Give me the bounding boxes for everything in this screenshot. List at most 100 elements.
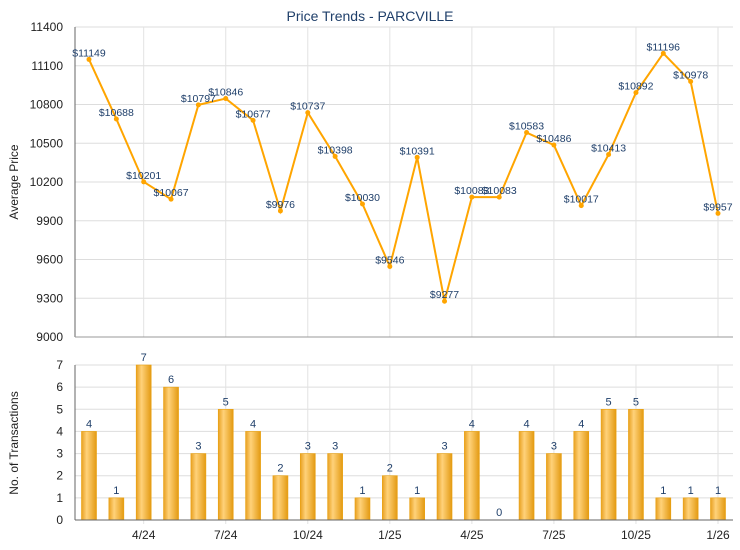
price-data-label: $10583 bbox=[509, 121, 544, 133]
transaction-bar bbox=[245, 431, 261, 521]
price-data-label: $10083 bbox=[454, 185, 489, 197]
transaction-bar bbox=[163, 386, 179, 521]
transaction-bar bbox=[600, 408, 617, 521]
chart-title: Price Trends - PARCVILLE bbox=[286, 8, 453, 24]
price-point bbox=[688, 79, 694, 85]
y-tick-label: 9600 bbox=[36, 253, 63, 267]
price-point bbox=[551, 142, 557, 148]
x-tick-label: 10/24 bbox=[293, 528, 323, 542]
price-data-label: $10398 bbox=[318, 144, 353, 156]
price-data-label: $10067 bbox=[154, 187, 189, 199]
price-point bbox=[469, 194, 475, 200]
price-data-label: $9976 bbox=[266, 199, 295, 211]
price-point bbox=[606, 151, 612, 157]
y-tick-label: 3 bbox=[56, 447, 63, 461]
bar-data-label: 3 bbox=[441, 441, 447, 453]
price-point bbox=[86, 56, 92, 62]
price-point bbox=[496, 194, 502, 200]
y-tick-label: 2 bbox=[56, 469, 63, 483]
y-tick-label: 9300 bbox=[36, 291, 63, 305]
price-point bbox=[633, 90, 639, 96]
price-point bbox=[524, 130, 530, 136]
transaction-bar bbox=[628, 408, 644, 521]
price-point bbox=[195, 102, 201, 108]
bar-data-label: 4 bbox=[524, 418, 530, 430]
bar-data-label: 5 bbox=[606, 396, 612, 408]
transaction-bar bbox=[682, 497, 699, 521]
price-data-label: $10486 bbox=[536, 133, 571, 145]
transaction-bar bbox=[299, 453, 316, 521]
price-data-label: $10978 bbox=[673, 70, 708, 82]
x-tick-label: 4/24 bbox=[132, 528, 156, 542]
bar-data-label: 1 bbox=[715, 485, 721, 497]
bar-data-label: 1 bbox=[359, 485, 365, 497]
price-line bbox=[88, 51, 719, 302]
y-axis-label-price: Average Price bbox=[7, 144, 21, 219]
y-tick-label: 5 bbox=[56, 402, 63, 416]
bar-data-label: 2 bbox=[277, 463, 283, 475]
y-tick-label: 0 bbox=[56, 513, 63, 527]
price-data-label: $11149 bbox=[72, 47, 106, 59]
bar-data-label: 3 bbox=[332, 441, 338, 453]
x-tick-label: 10/25 bbox=[621, 528, 651, 542]
price-data-label: $10017 bbox=[564, 194, 599, 206]
price-point bbox=[250, 117, 256, 123]
transaction-bar bbox=[436, 453, 453, 521]
y-tick-label: 9900 bbox=[36, 214, 63, 228]
price-data-label: $10391 bbox=[400, 145, 435, 157]
bar-data-label: 2 bbox=[387, 463, 393, 475]
bar-data-label: 1 bbox=[660, 485, 666, 497]
bar-data-label: 4 bbox=[578, 418, 584, 430]
y-tick-label: 4 bbox=[56, 424, 63, 438]
bar-data-label: 3 bbox=[305, 441, 311, 453]
bar-data-label: 7 bbox=[141, 352, 147, 364]
price-point bbox=[113, 116, 119, 122]
bar-data-label: 5 bbox=[223, 396, 229, 408]
price-data-label: $9546 bbox=[375, 254, 404, 266]
y-tick-label: 11400 bbox=[31, 20, 64, 34]
price-point bbox=[277, 208, 283, 214]
x-tick-label: 1/25 bbox=[378, 528, 402, 542]
bar-data-label: 3 bbox=[195, 441, 201, 453]
price-point bbox=[223, 96, 229, 102]
price-data-label: $10030 bbox=[345, 192, 380, 204]
transaction-bar bbox=[518, 431, 535, 521]
price-data-label: $10892 bbox=[618, 81, 653, 93]
price-point bbox=[442, 298, 448, 304]
price-data-label: $9277 bbox=[430, 289, 459, 301]
transaction-bar bbox=[354, 497, 371, 521]
price-data-label: $10677 bbox=[236, 108, 271, 120]
y-axis-label-transactions: No. of Transactions bbox=[7, 391, 21, 494]
bar-data-label: 1 bbox=[688, 485, 694, 497]
price-data-label: $10797 bbox=[181, 93, 216, 105]
transaction-bar bbox=[573, 431, 590, 521]
price-point bbox=[332, 153, 338, 159]
x-tick-label: 7/25 bbox=[542, 528, 566, 542]
transaction-bar bbox=[464, 431, 480, 521]
bar-data-label: 1 bbox=[113, 485, 119, 497]
transaction-bar bbox=[108, 497, 125, 521]
transaction-bar bbox=[655, 497, 672, 521]
y-tick-label: 10800 bbox=[30, 98, 64, 112]
transaction-bar bbox=[382, 475, 398, 521]
price-data-label: $10688 bbox=[99, 107, 134, 119]
price-data-label: $10083 bbox=[482, 185, 517, 197]
y-tick-label: 9000 bbox=[36, 330, 63, 344]
transaction-bar bbox=[135, 364, 152, 521]
transaction-bar bbox=[710, 497, 726, 521]
price-data-label: $10413 bbox=[591, 142, 626, 154]
transaction-bar bbox=[190, 453, 207, 521]
x-tick-label: 4/25 bbox=[460, 528, 484, 542]
transaction-bar bbox=[409, 497, 425, 521]
y-tick-label: 1 bbox=[56, 491, 63, 505]
bar-data-label: 0 bbox=[496, 507, 502, 519]
transaction-bar bbox=[272, 475, 289, 521]
y-tick-label: 10200 bbox=[30, 175, 64, 189]
bar-data-label: 4 bbox=[250, 418, 256, 430]
y-tick-label: 11100 bbox=[31, 59, 63, 73]
price-point bbox=[305, 110, 311, 116]
y-tick-label: 10500 bbox=[30, 136, 64, 150]
price-point bbox=[578, 203, 584, 209]
